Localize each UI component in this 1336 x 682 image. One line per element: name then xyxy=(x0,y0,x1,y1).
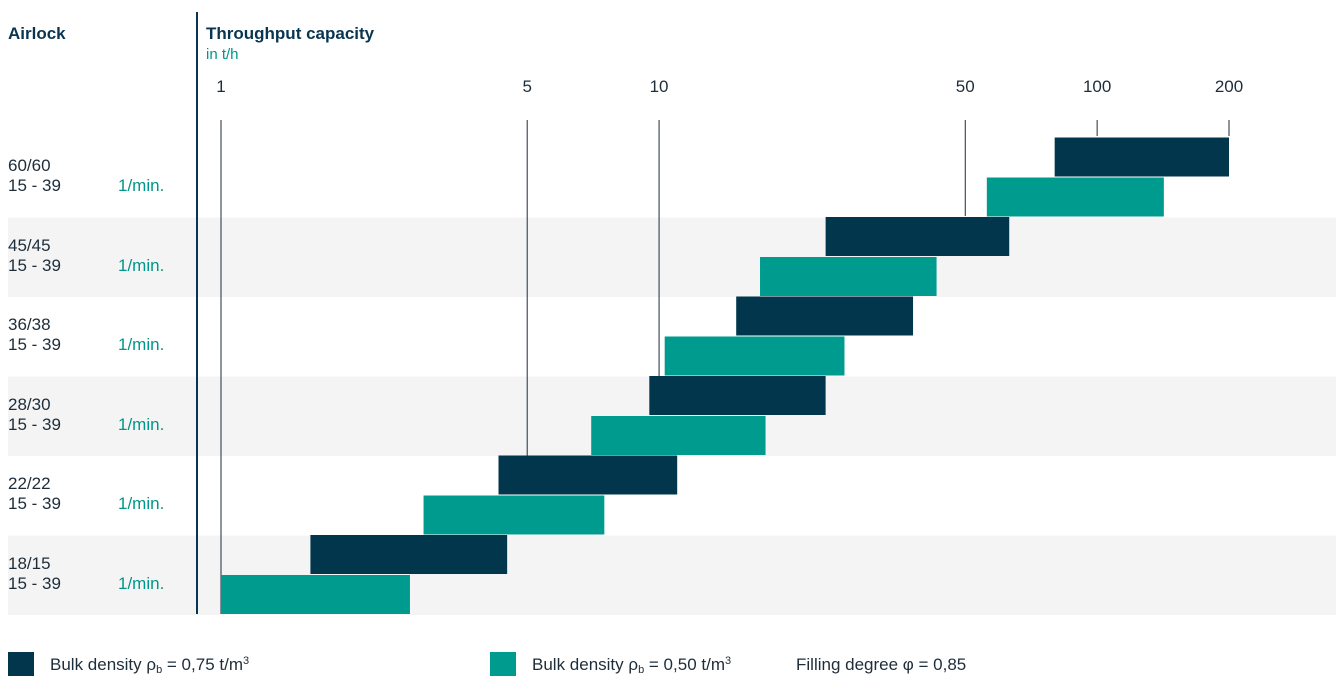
tick-label-1: 1 xyxy=(216,77,226,96)
airlock-size-label: 60/60 xyxy=(8,156,51,175)
bar-teal-28-30 xyxy=(591,416,766,455)
airlock-size-label: 36/38 xyxy=(8,315,51,334)
legend-swatch-dark xyxy=(8,652,34,676)
bar-dark-45-45 xyxy=(825,217,1010,256)
speed-unit-label: 1/min. xyxy=(118,573,165,593)
bar-dark-60-60 xyxy=(1054,137,1229,177)
airlock-header: Airlock xyxy=(8,24,66,43)
speed-range-label: 15 - 39 xyxy=(8,176,61,195)
bar-teal-60-60 xyxy=(986,177,1164,217)
row-stripe xyxy=(8,217,1336,297)
bar-teal-22-22 xyxy=(423,495,605,535)
bar-dark-18-15 xyxy=(310,535,508,574)
bar-teal-18-15 xyxy=(221,575,410,614)
legend-label-dark: Bulk density ρb = 0,75 t/m3 xyxy=(50,655,250,676)
speed-range-label: 15 - 39 xyxy=(8,414,61,434)
speed-range-label: 15 - 39 xyxy=(8,255,61,275)
bar-dark-36-38 xyxy=(736,296,914,336)
bar-teal-45-45 xyxy=(760,257,937,296)
bar-dark-28-30 xyxy=(649,376,826,415)
airlock-size-label: 28/30 xyxy=(8,394,51,414)
airlock-size-label: 22/22 xyxy=(8,474,51,493)
tick-label-5: 5 xyxy=(522,77,532,96)
speed-unit-label: 1/min. xyxy=(118,494,165,513)
airlock-size-label: 45/45 xyxy=(8,235,51,255)
tick-label-200: 200 xyxy=(1214,77,1244,96)
tick-label-10: 10 xyxy=(649,77,669,96)
tick-label-50: 50 xyxy=(955,77,975,96)
row-stripe xyxy=(8,535,1336,615)
speed-unit-label: 1/min. xyxy=(118,335,165,354)
speed-unit-label: 1/min. xyxy=(118,176,165,195)
speed-range-label: 15 - 39 xyxy=(8,494,61,513)
legend-filling-degree: Filling degree φ = 0,85 xyxy=(796,655,967,674)
bar-dark-22-22 xyxy=(498,455,678,495)
tick-label-100: 100 xyxy=(1082,77,1112,96)
speed-range-label: 15 - 39 xyxy=(8,335,61,354)
speed-unit-label: 1/min. xyxy=(118,414,165,434)
throughput-header: Throughput capacity xyxy=(206,24,375,43)
bar-teal-36-38 xyxy=(664,336,845,376)
airlock-size-label: 18/15 xyxy=(8,553,51,573)
legend-swatch-teal xyxy=(490,652,516,676)
legend-label-teal: Bulk density ρb = 0,50 t/m3 xyxy=(532,655,732,676)
unit-label: in t/h xyxy=(206,46,239,63)
speed-range-label: 15 - 39 xyxy=(8,573,61,593)
speed-unit-label: 1/min. xyxy=(118,255,165,275)
